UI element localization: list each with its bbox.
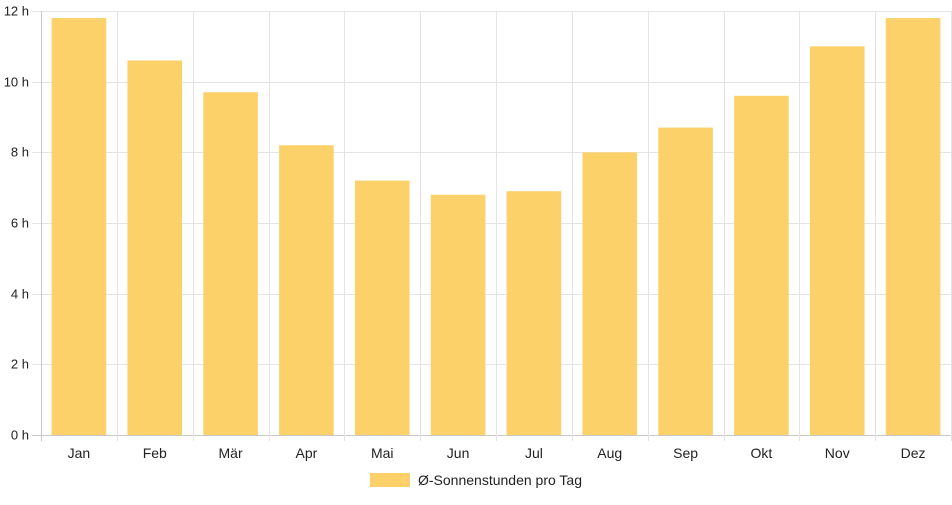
y-tick-label: 6 h — [11, 216, 29, 231]
y-tick-label: 12 h — [4, 4, 29, 19]
bar — [734, 95, 789, 436]
x-tick-label: Dez — [901, 445, 926, 461]
x-tick-label: Nov — [825, 445, 850, 461]
x-tick-label: Jun — [447, 445, 470, 461]
grid-layer — [32, 11, 952, 441]
bar — [51, 18, 107, 436]
x-tick-label: Okt — [751, 445, 773, 461]
bar-layer — [51, 18, 941, 436]
bar — [885, 18, 941, 436]
x-tick-label: Jan — [68, 445, 91, 461]
x-tick-label: Apr — [296, 445, 318, 461]
x-tick-label: Jul — [525, 445, 543, 461]
x-tick-label: Mai — [371, 445, 394, 461]
bar — [279, 145, 334, 435]
bar — [354, 180, 410, 435]
bar — [430, 194, 486, 435]
bar — [127, 60, 183, 435]
x-tick-label: Sep — [673, 445, 698, 461]
x-tick-label: Feb — [143, 445, 167, 461]
bar — [658, 127, 713, 435]
bar — [506, 191, 562, 435]
y-axis-ticks: 0 h 2 h 4 h 6 h 8 h 10 h 12 h — [4, 4, 29, 443]
y-tick-label: 8 h — [11, 145, 29, 160]
y-tick-label: 2 h — [11, 357, 29, 372]
y-tick-label: 10 h — [4, 75, 29, 90]
legend[interactable]: Ø-Sonnenstunden pro Tag — [370, 472, 582, 488]
x-tick-label: Mär — [219, 445, 243, 461]
y-tick-label: 4 h — [11, 287, 29, 302]
legend-label: Ø-Sonnenstunden pro Tag — [418, 472, 582, 488]
bar — [809, 46, 865, 435]
bar — [582, 152, 638, 436]
legend-swatch — [370, 473, 410, 487]
x-axis-ticks: Jan Feb Mär Apr Mai Jun Jul Aug Sep Okt Nov Dez — [68, 445, 926, 461]
y-tick-label: 0 h — [11, 428, 29, 443]
bar — [203, 92, 258, 436]
x-tick-label: Aug — [597, 445, 622, 461]
